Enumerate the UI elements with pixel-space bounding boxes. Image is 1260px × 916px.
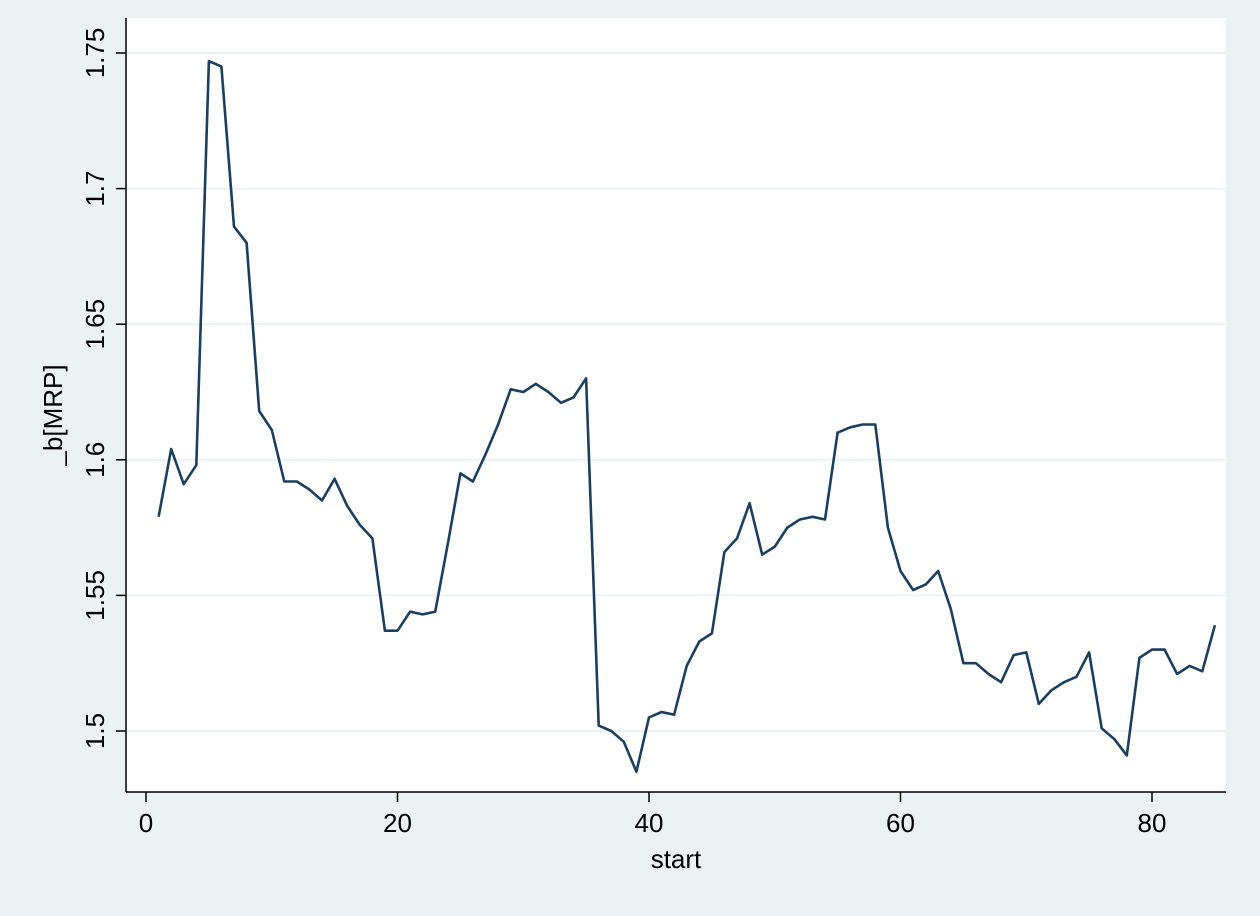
grid-lines bbox=[126, 52, 1226, 732]
y-tick-label: 1.65 bbox=[80, 299, 110, 350]
x-tick-label: 40 bbox=[635, 808, 664, 838]
tick-layer: 1.5 1.55 1.6 1.65 1.7 1.75 0 20 40 60 80 bbox=[80, 28, 1166, 838]
y-tick-label: 1.5 bbox=[80, 713, 110, 749]
x-tick-label: 0 bbox=[139, 808, 153, 838]
y-tick-label: 1.75 bbox=[80, 28, 110, 79]
y-axis-title: _b[MRP] bbox=[38, 364, 68, 466]
y-tick-label: 1.7 bbox=[80, 171, 110, 207]
x-axis-title: start bbox=[651, 844, 702, 874]
axes bbox=[125, 18, 1226, 793]
x-tick-label: 20 bbox=[383, 808, 412, 838]
series-line bbox=[157, 59, 1217, 774]
y-tick-label: 1.55 bbox=[80, 570, 110, 621]
series-layer bbox=[157, 59, 1217, 774]
plot-area bbox=[126, 18, 1226, 792]
y-tick-label: 1.6 bbox=[80, 442, 110, 478]
x-tick-label: 60 bbox=[886, 808, 915, 838]
x-tick-label: 80 bbox=[1138, 808, 1167, 838]
